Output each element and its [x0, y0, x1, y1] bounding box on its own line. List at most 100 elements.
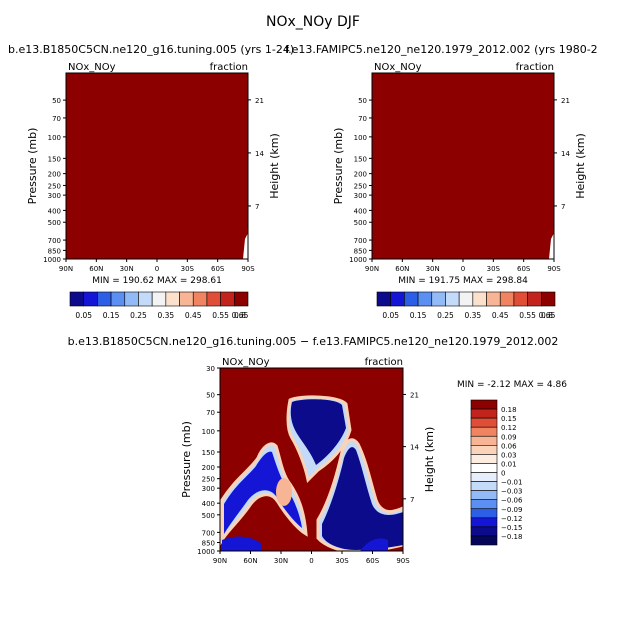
anomaly-left-halo — [220, 442, 308, 546]
y2-tick-label: 14 — [561, 150, 570, 158]
colorbar-swatch — [527, 291, 542, 307]
diff-panel-title: b.e13.B1850C5CN.ne120_g16.tuning.005 − f… — [68, 335, 559, 348]
colorbar-swatch — [124, 291, 139, 307]
anomaly-upper-core — [290, 399, 346, 465]
units-label: fraction — [365, 357, 403, 368]
chart-control: NOx_NOy fraction 90N 60N 30N 0 30S 60S 90S 50 70 10… — [332, 62, 587, 320]
y-axis-title: Pressure (mb) — [180, 421, 193, 498]
x-tick-label: 30N — [426, 265, 440, 273]
colorbar-swatch — [138, 291, 153, 307]
colorbar-label: 0.25 — [437, 311, 454, 320]
colorbar-swatch — [390, 291, 405, 307]
y-tick-label: 300 — [202, 485, 215, 493]
y-tick-label: 200 — [354, 171, 367, 179]
colorbar-label: −0.18 — [501, 533, 522, 541]
colorbar-label: 0.55 — [519, 311, 536, 320]
y2-tick-label: 14 — [410, 444, 419, 452]
y-tick-label: 850 — [202, 540, 215, 548]
y-tick-label: 300 — [48, 192, 61, 200]
colorbar-swatch — [470, 490, 498, 500]
y2-tick-label: 7 — [410, 496, 414, 504]
units-label: fraction — [210, 62, 248, 73]
variable-label: NOx_NOy — [222, 357, 270, 368]
y-tick-label: 100 — [202, 428, 215, 436]
y2-tick-label: 21 — [561, 97, 570, 105]
y-tick-label: 850 — [48, 247, 61, 255]
x-tick-label: 30S — [335, 557, 349, 565]
colorbar-swatch — [470, 499, 498, 510]
y2-axis-title: Height (km) — [574, 133, 587, 199]
x-tick-label: 60S — [211, 265, 225, 273]
colorbar-label: −0.15 — [501, 524, 522, 532]
colorbar-swatch — [179, 291, 194, 307]
y2-tick-label: 21 — [255, 97, 264, 105]
y-tick-label: 100 — [48, 134, 61, 142]
y-tick-label: 700 — [48, 237, 61, 245]
surface-mask-model — [243, 233, 248, 259]
colorbar-label: 0.03 — [501, 451, 517, 459]
y2-axis-title: Height (km) — [423, 427, 436, 493]
y-tick-label: 200 — [48, 171, 61, 179]
y-tick-label: 200 — [202, 464, 215, 472]
colorbar-swatch — [83, 291, 98, 307]
colorbar-label: 0.05 — [75, 311, 92, 320]
y-tick-label: 250 — [48, 182, 61, 190]
colorbar-swatch — [470, 463, 498, 473]
colorbar-label: 0.18 — [501, 406, 517, 414]
left-panel-title: b.e13.B1850C5CN.ne120_g16.tuning.005 (yr… — [8, 43, 294, 56]
x-tick-label: 0 — [155, 265, 159, 273]
units-label: fraction — [516, 62, 554, 73]
colorbar-label: −0.06 — [501, 497, 523, 505]
colorbar-label: −0.12 — [501, 515, 522, 523]
colorbar-swatch — [458, 291, 474, 307]
colorbar-label: 0.15 — [103, 311, 120, 320]
colorbar-label: 0.35 — [157, 311, 174, 320]
y-tick-label: 500 — [48, 219, 61, 227]
colorbar-label: 0.8 — [234, 311, 246, 320]
y2-tick-label: 21 — [410, 391, 419, 399]
colorbar-swatch — [470, 435, 498, 446]
x-tick-label: 60N — [395, 265, 409, 273]
x-tick-label: 30N — [120, 265, 134, 273]
y-axis-title: Pressure (mb) — [26, 128, 39, 205]
y-tick-label: 70 — [358, 115, 367, 123]
y-tick-label: 150 — [202, 449, 215, 457]
plot-field-control — [372, 73, 554, 259]
y-tick-label: 1000 — [349, 256, 367, 264]
colorbar-swatch — [470, 517, 498, 528]
colorbar-swatch — [513, 291, 528, 307]
colorbar-label: 0.12 — [501, 424, 517, 432]
y-tick-label: 150 — [48, 155, 61, 163]
colorbar-label: 0 — [501, 470, 505, 478]
colorbar-swatch — [470, 472, 498, 482]
colorbar-swatch — [192, 291, 208, 307]
y-tick-label: 30 — [206, 365, 215, 373]
diff-field — [220, 395, 403, 551]
y-tick-label: 1000 — [197, 548, 215, 556]
colorbar-swatch — [541, 291, 556, 307]
y-tick-label: 50 — [52, 97, 61, 105]
colorbar-label: −0.01 — [501, 479, 522, 487]
y-tick-label: 150 — [354, 155, 367, 163]
x-tick-label: 60N — [89, 265, 103, 273]
colorbar-swatch — [470, 399, 498, 410]
y-tick-label: 500 — [202, 512, 215, 520]
colorbar-swatch — [206, 291, 221, 307]
x-tick-label: 60N — [243, 557, 257, 565]
y-tick-label: 500 — [354, 219, 367, 227]
colorbar-label: 0.15 — [501, 415, 517, 423]
colorbar-label: 0.45 — [185, 311, 202, 320]
colorbar-swatch — [165, 291, 180, 307]
colorbar-swatch — [499, 291, 515, 307]
figure-title: NOx_NOy DJF — [266, 14, 360, 30]
colorbar-label: 0.25 — [130, 311, 147, 320]
colorbar-swatch — [97, 291, 112, 307]
colorbar-label: 0.8 — [541, 311, 553, 320]
y-tick-label: 400 — [354, 207, 367, 215]
y2-axis-title: Height (km) — [268, 133, 281, 199]
x-tick-label: 90N — [213, 557, 227, 565]
colorbar-swatch — [110, 291, 126, 307]
colorbar-swatch — [470, 417, 498, 428]
